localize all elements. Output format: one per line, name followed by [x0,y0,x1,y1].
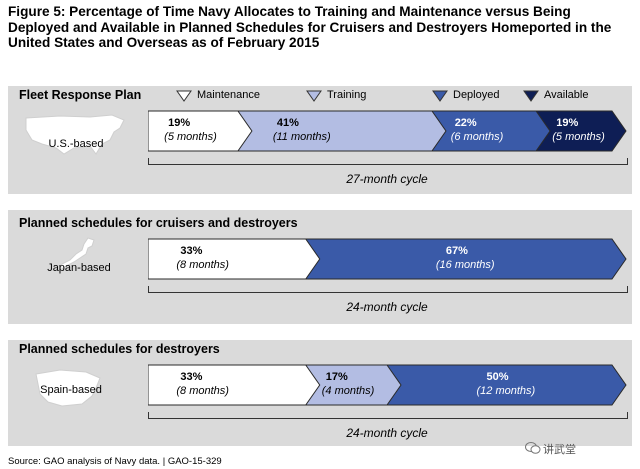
legend-label: Maintenance [197,89,260,101]
segment-months-label: (8 months) [176,385,229,397]
segment-percent-label: 19% [556,117,579,129]
cycle-bracket [148,286,628,293]
bar-segment [148,110,253,152]
segment-months-label: (11 months) [272,131,331,143]
cycle-label: 24-month cycle [346,426,428,440]
legend-swatch [306,90,322,102]
panel-cruisers-and-destroyers: Planned schedules for cruisers and destr… [8,210,632,324]
bar-segment [148,238,321,280]
us-map-icon [25,114,125,155]
panel-destroyers: Planned schedules for destroyers Spain-b… [8,340,632,446]
legend-label: Available [544,89,589,101]
cycle-label: 24-month cycle [346,300,428,314]
legend-swatch [176,90,192,102]
panel-title: Planned schedules for destroyers [19,342,220,356]
schedule-bar [148,364,627,406]
map-label: Spain-based [40,384,102,396]
segment-percent-label: 19% [168,117,191,129]
figure-title: Figure 5: Percentage of Time Navy Alloca… [8,4,612,50]
segment-percent-label: 22% [454,117,477,129]
japan-map-icon [59,237,95,272]
segment-months-label: (12 months) [476,385,536,397]
source-note: Source: GAO analysis of Navy data. | GAO… [8,456,222,467]
cycle-label: 27-month cycle [346,172,428,186]
segment-percent-label: 33% [180,371,203,383]
legend-label: Deployed [453,89,500,101]
segment-percent-label: 50% [486,371,509,383]
map-label: Japan-based [47,262,111,274]
wechat-icon [525,442,541,454]
panel-fleet-response-plan: Fleet Response Plan Maintenance Training… [8,86,632,194]
bar-segment [148,364,321,406]
legend-swatch [432,90,448,102]
panel-title: Fleet Response Plan [19,88,142,102]
legend-swatch [523,90,539,102]
segment-percent-label: 33% [180,245,203,257]
panel-title: Planned schedules for cruisers and destr… [19,216,298,230]
segment-months-label: (5 months) [552,131,605,143]
schedule-bar [148,238,627,280]
segment-months-label: (8 months) [176,259,229,271]
segment-percent-label: 67% [445,245,468,257]
bar-segment [237,110,447,152]
watermark: 讲武堂 [543,444,576,456]
segment-percent-label: 17% [325,371,348,383]
segment-percent-label: 41% [276,117,299,129]
map-label: U.S.-based [48,138,104,150]
segment-months-label: (4 months) [321,385,375,397]
legend-label: Training [327,89,367,101]
cycle-bracket [148,158,628,165]
segment-months-label: (16 months) [435,259,495,271]
segment-months-label: (6 months) [450,131,504,143]
schedule-bar [148,110,627,152]
segment-months-label: (5 months) [164,131,217,143]
spain-map-icon [35,369,101,407]
cycle-bracket [148,412,628,419]
